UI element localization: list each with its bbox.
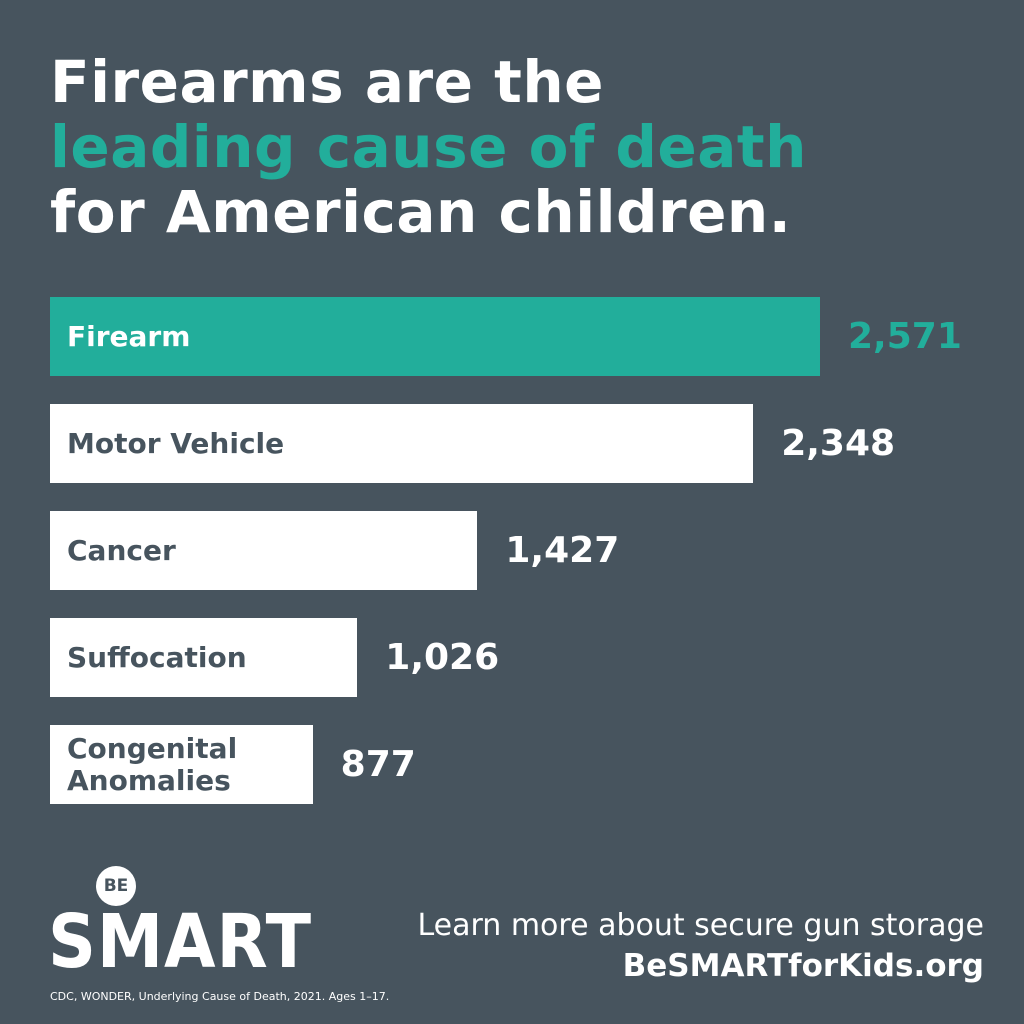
value-label: 1,427 [505,530,620,571]
cta-text: Learn more about secure gun storage [417,908,984,943]
category-label: Motor Vehicle [67,426,285,460]
title-line: leading cause of death [50,113,807,181]
bar: Motor Vehicle [50,404,754,483]
title-line: Firearms are the [50,48,604,116]
bar: Firearm [50,297,820,376]
category-label: Cancer [67,533,176,567]
logo: SMART [48,899,313,985]
bar: Congenital Anomalies [50,725,313,804]
value-label: 2,348 [781,423,896,464]
title-line: for American children. [50,178,792,246]
value-label: 877 [340,744,416,785]
bar: Suffocation [50,618,358,697]
value-label: 1,026 [385,637,500,678]
source-note: CDC, WONDER, Underlying Cause of Death, … [50,990,390,1003]
value-label: 2,571 [848,316,962,357]
logo-badge: BE [96,866,136,906]
bar: Cancer [50,511,478,590]
category-label: Congenital Anomalies [67,731,238,797]
cta-link: BeSMARTforKids.org [622,948,984,984]
category-label: Suffocation [67,640,247,674]
category-label: Firearm [67,319,191,353]
